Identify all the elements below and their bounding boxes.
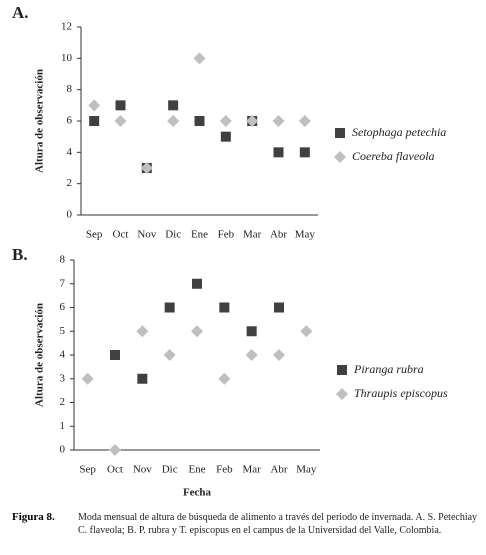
x-tick-label: Abr bbox=[270, 464, 287, 476]
y-tick-label: 4 bbox=[60, 349, 66, 361]
point bbox=[246, 326, 257, 337]
y-axis-title: Altura de observación bbox=[34, 303, 46, 407]
point bbox=[245, 349, 258, 361]
point bbox=[167, 115, 180, 127]
point bbox=[136, 325, 149, 338]
x-tick-label: Oct bbox=[107, 464, 123, 476]
y-tick-label: 8 bbox=[67, 83, 73, 95]
x-tick-label: Oct bbox=[113, 229, 129, 241]
point bbox=[218, 372, 231, 385]
x-tick-label: Ene bbox=[191, 229, 208, 241]
point bbox=[164, 302, 175, 313]
point bbox=[191, 325, 203, 338]
y-tick-label: 5 bbox=[60, 325, 66, 337]
legend-label: Thraupis episcopus bbox=[354, 386, 448, 400]
y-tick-label: 10 bbox=[61, 52, 73, 64]
point bbox=[168, 100, 179, 111]
caption-label: Figura 8. bbox=[12, 511, 55, 523]
point bbox=[140, 162, 153, 174]
y-tick-label: 12 bbox=[61, 21, 72, 33]
point bbox=[300, 325, 313, 338]
point bbox=[273, 349, 285, 361]
y-tick-label: 1 bbox=[60, 420, 66, 432]
caption-text: Moda mensual de altura de búsqueda de al… bbox=[78, 512, 478, 536]
point bbox=[115, 100, 126, 111]
point bbox=[163, 349, 176, 361]
y-tick-label: 2 bbox=[67, 177, 73, 189]
point bbox=[109, 444, 121, 456]
x-tick-label: Ene bbox=[188, 464, 205, 476]
point bbox=[220, 131, 231, 142]
legend-label: Coereba flaveola bbox=[352, 149, 435, 163]
legend-label: Setophaga petechia bbox=[352, 125, 446, 139]
x-tick-label: Feb bbox=[218, 229, 235, 241]
x-tick-label: Nov bbox=[133, 464, 152, 476]
point bbox=[192, 278, 202, 289]
x-tick-label: Sep bbox=[79, 464, 96, 476]
point bbox=[219, 115, 232, 127]
legend-swatch bbox=[336, 388, 348, 400]
panel-label: A. bbox=[12, 3, 29, 22]
panel-label: B. bbox=[12, 245, 28, 264]
x-tick-label: Mar bbox=[243, 464, 262, 476]
point bbox=[193, 52, 206, 65]
y-tick-label: 0 bbox=[67, 209, 73, 221]
x-tick-label: Abr bbox=[270, 229, 287, 241]
point bbox=[81, 372, 94, 385]
x-tick-label: Dic bbox=[162, 464, 178, 476]
point bbox=[137, 373, 148, 384]
y-tick-label: 3 bbox=[60, 372, 66, 384]
legend-swatch bbox=[337, 365, 347, 375]
point bbox=[89, 116, 100, 126]
x-tick-label: May bbox=[296, 464, 317, 476]
y-tick-label: 6 bbox=[67, 115, 73, 127]
point bbox=[88, 99, 101, 112]
x-tick-label: Dic bbox=[165, 229, 181, 241]
point bbox=[299, 147, 310, 158]
point bbox=[114, 115, 127, 127]
legend-label: Piranga rubra bbox=[353, 362, 424, 376]
point bbox=[219, 302, 230, 313]
x-tick-label: Nov bbox=[137, 229, 156, 241]
point bbox=[273, 147, 284, 158]
x-tick-label: Feb bbox=[216, 464, 233, 476]
y-tick-label: 0 bbox=[60, 444, 66, 456]
y-tick-label: 2 bbox=[60, 396, 66, 408]
x-axis-title: Fecha bbox=[183, 487, 212, 499]
y-tick-label: 7 bbox=[60, 277, 66, 289]
x-tick-label: Sep bbox=[86, 229, 103, 241]
y-axis-title: Altura de observación bbox=[34, 69, 46, 173]
point bbox=[194, 116, 205, 126]
legend-swatch bbox=[335, 128, 345, 138]
point bbox=[272, 115, 285, 127]
point bbox=[274, 302, 284, 313]
y-tick-label: 6 bbox=[60, 301, 66, 313]
point bbox=[110, 350, 120, 360]
y-tick-label: 8 bbox=[60, 254, 66, 266]
legend-swatch bbox=[334, 151, 346, 163]
point bbox=[298, 115, 311, 127]
y-tick-label: 4 bbox=[67, 146, 73, 158]
x-tick-label: May bbox=[295, 229, 316, 241]
x-tick-label: Mar bbox=[243, 229, 262, 241]
point bbox=[246, 115, 259, 127]
